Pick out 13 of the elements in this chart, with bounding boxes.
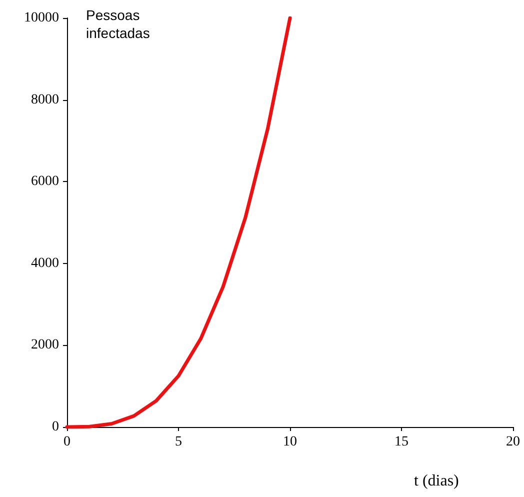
x-tick-label: 15 (394, 434, 408, 450)
y-tick-label: 2000 (31, 338, 59, 353)
x-tick-label: 10 (283, 434, 297, 450)
y-tick-label: 10000 (24, 10, 59, 26)
y-tick-label: 4000 (31, 256, 59, 271)
x-axis-title: t (dias) (414, 472, 459, 490)
y-axis-title: Pessoas infectadas (86, 7, 150, 41)
x-tick-label: 5 (175, 434, 182, 450)
y-tick-label: 8000 (31, 92, 59, 108)
y-tick-label: 0 (52, 420, 59, 434)
y-tick-label: 6000 (31, 174, 59, 190)
x-tick-label: 0 (64, 434, 70, 450)
x-tick-label: 20 (506, 434, 520, 450)
